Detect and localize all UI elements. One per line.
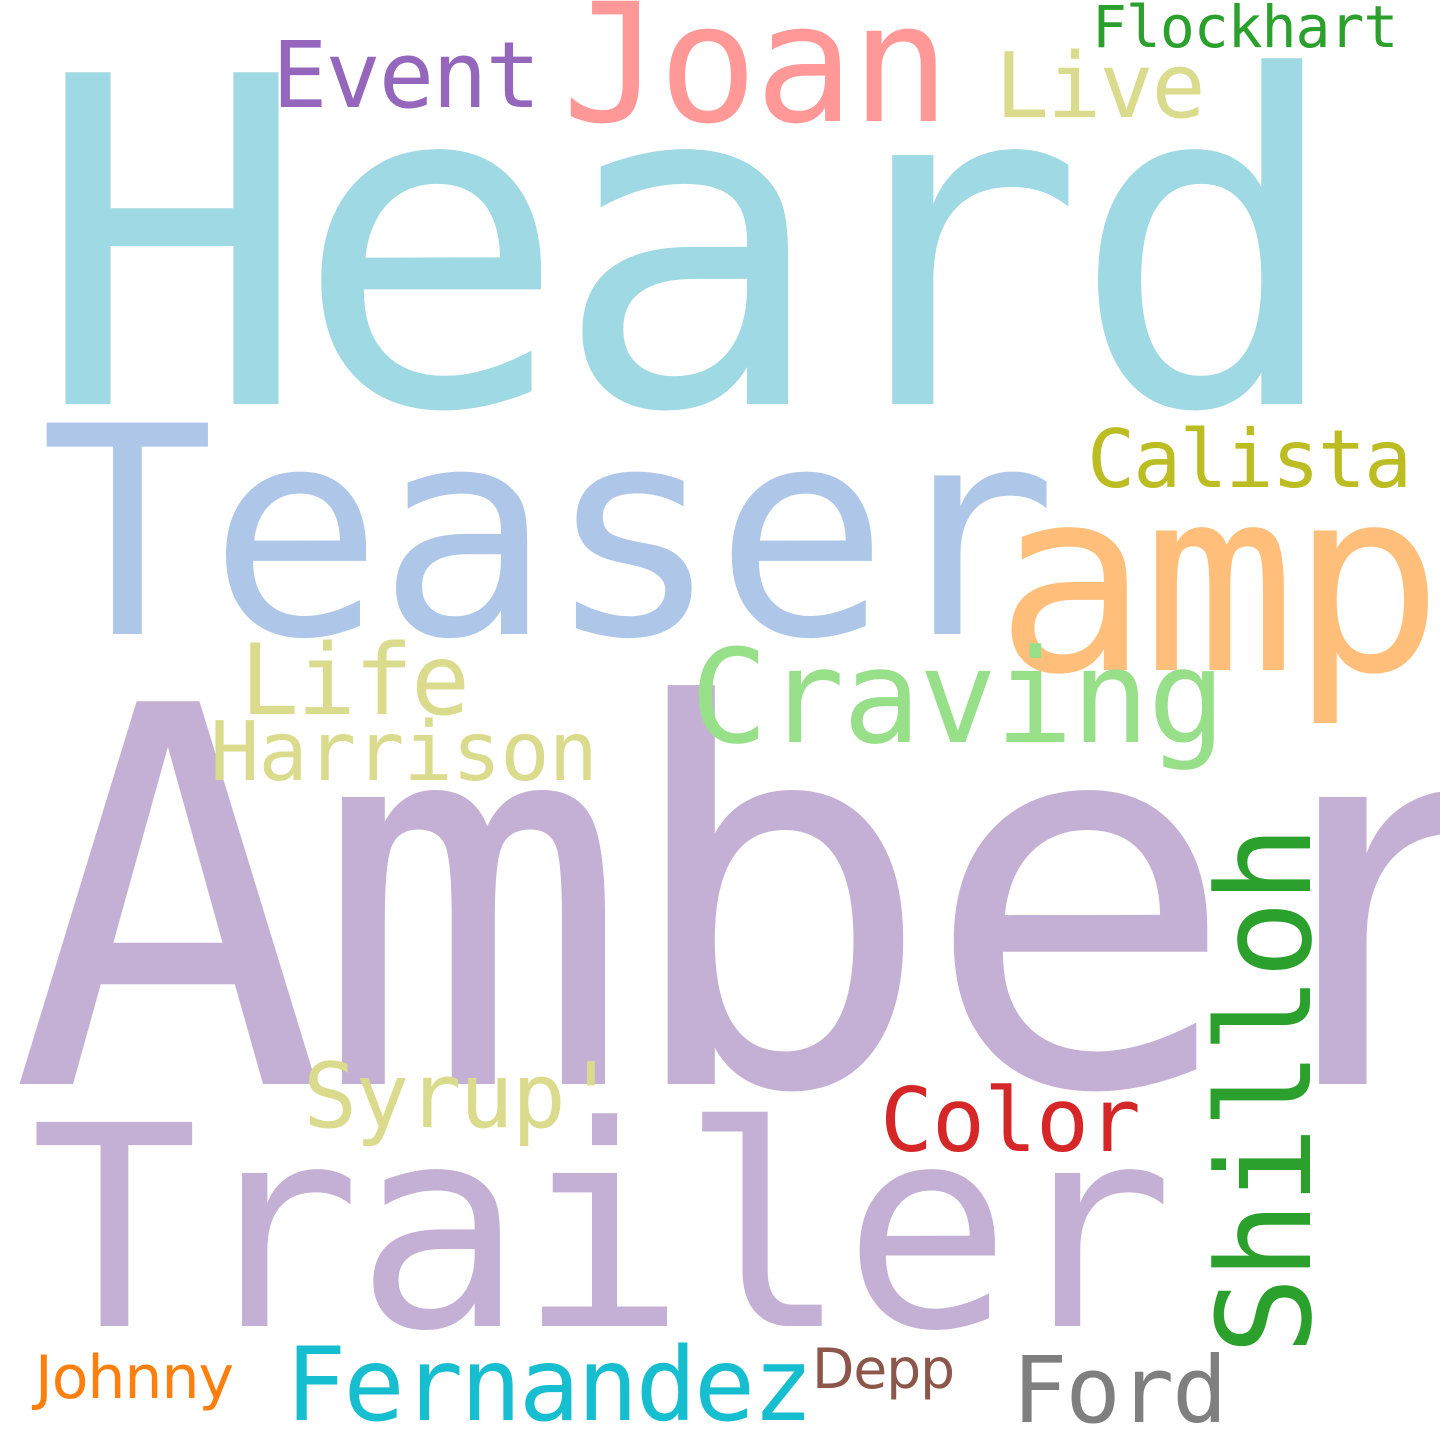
word-harrison: Harrison [210, 705, 598, 800]
word-live: Live [995, 34, 1206, 139]
word-ford: Ford [1012, 1337, 1228, 1444]
word-shilloh: Shilloh [1189, 828, 1341, 1355]
word-color: Color [880, 1069, 1141, 1172]
word-event: Event [272, 22, 541, 129]
word-craving: Craving [690, 621, 1226, 773]
word-trailer: Trailer [30, 1067, 1174, 1393]
word-teaser: Teaser [40, 366, 1058, 703]
word-syrup: Syrup' [303, 1044, 618, 1149]
word-heard: Heard [35, 0, 1345, 512]
word-calista: Calista [1087, 413, 1412, 506]
word-johnny: Johnny [35, 1343, 234, 1413]
word-amp: amp [995, 434, 1440, 731]
word-flockhart: Flockhart [1092, 0, 1398, 61]
word-joan: Joan [562, 0, 950, 160]
word-depp: Depp [812, 1337, 955, 1401]
word-amber: Amber [10, 597, 1440, 1208]
word-life: Life [240, 624, 470, 738]
word-fernandez: Fernandez [285, 1326, 814, 1445]
